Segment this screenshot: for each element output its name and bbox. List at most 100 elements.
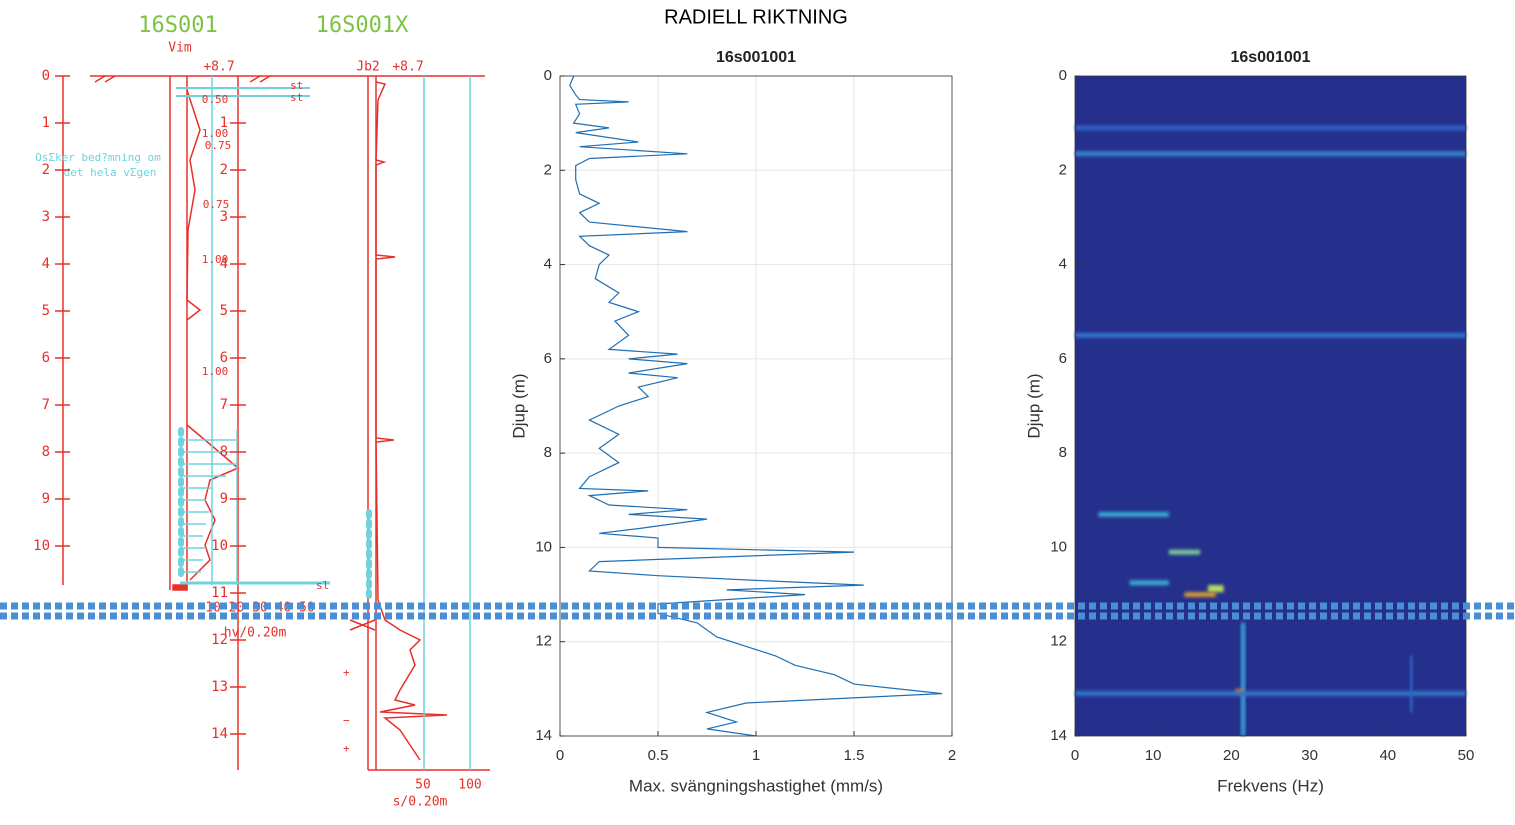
heatmap-patch [1098,512,1169,517]
log-depth-label: 6 [42,350,50,366]
y-axis-label: Djup (m) [509,373,528,438]
log-scale: 100 [458,778,481,793]
log-note: 1.00 [202,127,229,140]
heatmap-patch [1184,592,1216,597]
heatmap-patch [1075,332,1466,338]
plot-frame [1074,75,1467,737]
y-tick-label: 2 [1059,161,1067,178]
y-tick-label: 8 [544,444,552,461]
x-tick-label: 40 [1379,747,1396,764]
log-label: Vim [168,41,192,56]
log-depth-label: 3 [220,209,228,225]
y-tick-label: 0 [544,67,552,84]
log-comment: OsΣker bed?mning om [35,151,161,164]
heatmap-patch [1075,125,1466,131]
log-note: 0.50 [202,93,229,106]
heatmap-patch [1075,151,1466,157]
log-depth-label: 8 [42,444,50,460]
x-tick-label: 10 [1145,747,1162,764]
x-tick-label: 1 [752,747,760,764]
log-depth-label: 9 [42,491,50,507]
log-label: Jb2 [356,60,379,75]
log-depth-label: 5 [42,303,50,319]
log-note: 1.00 [202,253,229,266]
log-depth-label: 4 [220,256,228,272]
x-tick-label: 0 [1071,747,1079,764]
data-line [569,75,943,737]
y-tick-label: 10 [1050,538,1067,555]
log-unit: s/0.20m [393,795,448,810]
log-depth-label: 7 [42,397,50,413]
y-tick-label: 12 [535,633,552,650]
log-depth-label: 9 [220,491,228,507]
log-scale: 50 [415,778,431,793]
log-label: +8.7 [392,60,423,75]
heatmap-patch [1129,580,1169,586]
log-depth-label: 7 [220,397,228,413]
log-marker: sl [316,579,329,592]
log-marker: st [290,91,303,104]
heatmap-background [1075,76,1466,736]
x-axis-label: Max. svängningshastighet (mm/s) [629,776,883,795]
log-depth-label: 2 [42,162,50,178]
log-depth-label: 13 [211,679,228,695]
log-depth-label: 0 [42,68,50,84]
y-tick-label: 6 [544,350,552,367]
log-cyan [176,76,471,770]
log-comment: det hela vΣgen [64,166,157,179]
log-depth-label: 1 [220,115,228,131]
heatmap-patch [1207,585,1224,593]
log-depth-label: 10 [33,538,50,554]
y-tick-label: 14 [1050,727,1067,744]
log-note: 0.75 [203,198,230,211]
log-note: 0.75 [205,139,232,152]
y-tick-label: 8 [1059,444,1067,461]
log-note: 1.00 [202,365,229,378]
x-tick-label: 30 [1301,747,1318,764]
log-title: 16S001 [138,13,217,38]
y-tick-label: 2 [544,161,552,178]
log-marker: − [343,714,350,727]
log-marker: + [343,666,350,679]
log-marker: st [290,79,303,92]
x-tick-label: 20 [1223,747,1240,764]
log-depth-label: 2 [220,162,228,178]
chart-title: 16s001001 [1230,49,1310,66]
y-tick-label: 4 [544,256,552,273]
y-tick-label: 6 [1059,350,1067,367]
x-tick-label: 1.5 [844,747,865,764]
y-tick-label: 4 [1059,256,1067,273]
y-tick-label: 14 [535,727,552,744]
log-depth-label: 3 [42,209,50,225]
log-depth-label: 6 [220,350,228,366]
x-tick-label: 0 [556,747,564,764]
x-axis-label: Frekvens (Hz) [1217,776,1324,795]
log-depth-label: 5 [220,303,228,319]
log-drawing [62,75,490,771]
y-tick-label: 10 [535,538,552,555]
log-depth-label: 4 [42,256,50,272]
log-unit: hv/0.20m [224,626,287,641]
log-marker: + [343,742,350,755]
y-tick-label: 0 [1059,67,1067,84]
x-tick-label: 0.5 [648,747,669,764]
log-depth-label: 12 [211,632,228,648]
log-depth-label: 11 [211,585,228,601]
x-tick-label: 2 [948,747,956,764]
heatmap-patch [1168,549,1201,555]
y-axis-label: Djup (m) [1024,373,1043,438]
y-tick-label: 12 [1050,633,1067,650]
heatmap-patch [1235,688,1244,694]
log-title: 16S001X [316,13,409,38]
log-depth-label: 14 [211,726,228,742]
log-depth-label: 10 [211,538,228,554]
heatmap-patch [1075,691,1466,696]
heatmap-patch [1409,655,1413,713]
x-tick-label: 50 [1458,747,1475,764]
page-title: RADIELL RIKTNING [664,6,848,28]
log-label: +8.7 [203,60,234,75]
log-depth-label: 8 [220,444,228,460]
log-depth-label: 1 [42,115,50,131]
heatmap-patch [1240,622,1246,736]
